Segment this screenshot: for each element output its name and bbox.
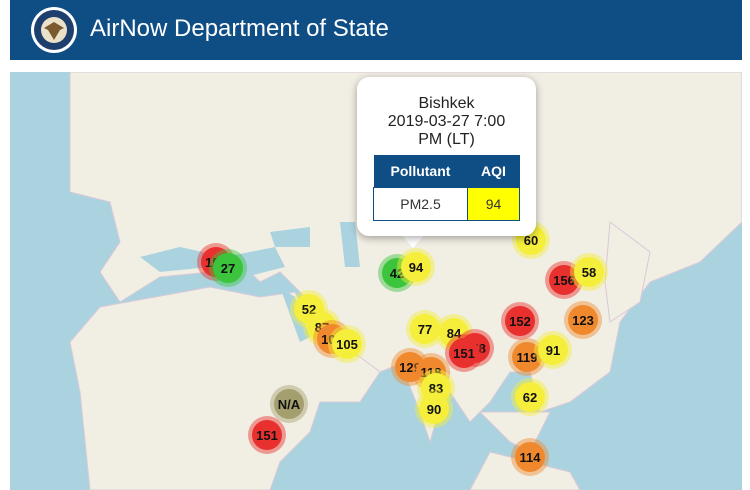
- aqi-marker[interactable]: 90: [415, 390, 453, 428]
- aqi-marker[interactable]: 105: [328, 325, 366, 363]
- marker-dot: [549, 265, 579, 295]
- aqi-marker[interactable]: 152: [501, 302, 539, 340]
- popup-table: Pollutant AQI PM2.5 94: [373, 155, 520, 221]
- marker-label: 90: [427, 402, 441, 417]
- marker-dot: [574, 257, 604, 287]
- aqi-marker[interactable]: 151: [445, 334, 483, 372]
- popup: Bishkek 2019-03-27 7:00 PM (LT) Pollutan…: [357, 77, 536, 236]
- marker-label: 52: [302, 302, 316, 317]
- marker-label: 77: [418, 322, 432, 337]
- marker-dot: [274, 389, 304, 419]
- marker-label: 62: [523, 390, 537, 405]
- marker-dot: [538, 335, 568, 365]
- marker-label: 83: [429, 381, 443, 396]
- marker-dot: [515, 442, 545, 472]
- table-header: Pollutant: [373, 155, 468, 188]
- aqi-cell: 94: [467, 187, 520, 221]
- marker-dot: [401, 252, 431, 282]
- marker-dot: [449, 338, 479, 368]
- marker-dot: [419, 394, 449, 424]
- aqi-marker[interactable]: 62: [511, 378, 549, 416]
- table-header: AQI: [467, 155, 520, 188]
- aqi-marker[interactable]: 114: [511, 438, 549, 476]
- marker-label: 151: [256, 428, 278, 443]
- marker-dot: [252, 420, 282, 450]
- marker-dot: [505, 306, 535, 336]
- popup-time: 2019-03-27 7:00 PM (LT): [387, 113, 506, 148]
- aqi-marker[interactable]: N/A: [270, 385, 308, 423]
- aqi-marker[interactable]: 91: [534, 331, 572, 369]
- marker-dot: [213, 253, 243, 283]
- pollutant-cell: PM2.5: [373, 187, 468, 221]
- marker-label: 84: [447, 326, 462, 341]
- marker-dot: [512, 342, 542, 372]
- marker-label: 58: [582, 265, 596, 280]
- marker-label: 91: [546, 343, 560, 358]
- marker-label: 129: [399, 360, 421, 375]
- marker-label: 151: [453, 346, 475, 361]
- app-title: AirNow Department of State: [90, 15, 389, 42]
- aqi-marker[interactable]: 156: [545, 261, 583, 299]
- aqi-marker[interactable]: 58: [570, 253, 608, 291]
- marker-label: 119: [517, 350, 538, 365]
- aqi-marker[interactable]: 119: [508, 338, 546, 376]
- aqi-marker[interactable]: 27: [209, 249, 247, 287]
- marker-label: 152: [509, 314, 531, 329]
- marker-label: 105: [336, 337, 358, 352]
- header: AirNow Department of State: [10, 0, 742, 60]
- marker-label: 94: [409, 260, 424, 275]
- aqi-marker[interactable]: 123: [564, 301, 602, 339]
- seal: [31, 7, 77, 53]
- aqi-marker[interactable]: 94: [397, 248, 435, 286]
- marker-label: N/A: [278, 397, 301, 412]
- marker-dot: [410, 314, 440, 344]
- marker-dot: [515, 382, 545, 412]
- popup-pointer: [401, 234, 425, 248]
- marker-dot: [332, 329, 362, 359]
- aqi-marker[interactable]: 151: [248, 416, 286, 454]
- marker-dot: [568, 305, 598, 335]
- marker-label: 60: [524, 233, 538, 248]
- popup-city: Bishkek: [418, 95, 475, 112]
- marker-label: 156: [553, 273, 575, 288]
- marker-label: 114: [520, 450, 542, 465]
- aqi-marker[interactable]: 77: [406, 310, 444, 348]
- marker-label: 123: [572, 313, 594, 328]
- marker-label: 42: [390, 266, 404, 281]
- marker-label: 27: [221, 261, 235, 276]
